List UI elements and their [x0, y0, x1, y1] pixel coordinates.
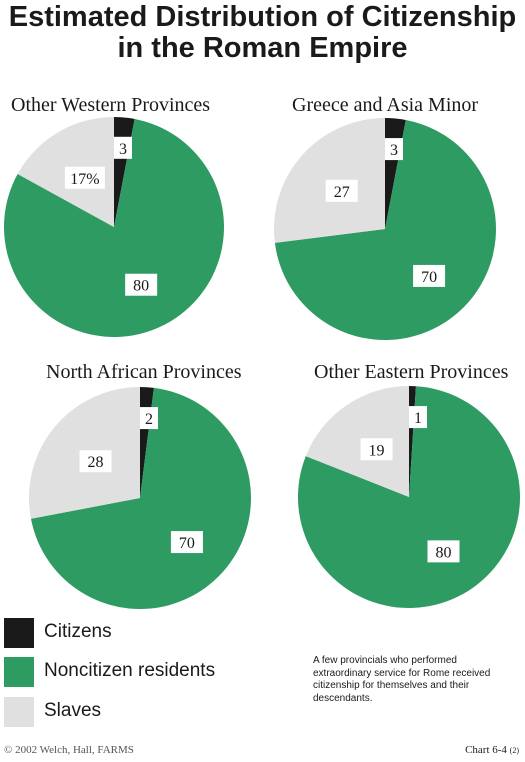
page-title: Estimated Distribution of Citizenship in… — [0, 2, 525, 64]
legend-swatch-noncitizens — [4, 657, 34, 687]
chart-number-label: Chart 6-4 — [465, 744, 507, 756]
data-label-box — [427, 540, 460, 563]
data-label-noncitizens: 70 — [170, 531, 203, 554]
data-label-box — [79, 450, 112, 473]
legend-label-citizens: Citizens — [44, 621, 112, 642]
data-label-slaves: 19 — [360, 438, 393, 461]
data-label-citizens: 3 — [385, 138, 403, 161]
pie-chart-eastern: 1 80 19 — [298, 386, 520, 608]
pie-chart-greece: 3 70 27 — [274, 118, 496, 340]
pie-chart-western: 3 80 17% — [4, 117, 224, 338]
chart-title-north-africa: North African Provinces — [46, 361, 242, 383]
data-label-text: 3 — [119, 141, 127, 158]
data-label-text: 70 — [179, 535, 195, 552]
data-label-box — [325, 179, 358, 202]
data-label-text: 28 — [88, 454, 104, 471]
pie-slice-noncitizens — [4, 118, 224, 338]
data-label-citizens: 1 — [409, 406, 427, 429]
chart-title-greece: Greece and Asia Minor — [292, 94, 479, 116]
data-label-text: 2 — [145, 411, 153, 428]
copyright: © 2002 Welch, Hall, FARMS — [4, 744, 134, 756]
data-label-citizens: 2 — [140, 407, 158, 430]
data-label-text: 70 — [421, 269, 437, 286]
footnote: A few provincials who performed extraord… — [313, 655, 491, 704]
data-label-slaves: 28 — [79, 450, 112, 473]
legend-label-noncitizens: Noncitizen residents — [44, 660, 216, 681]
data-label-box — [413, 264, 446, 287]
data-label-box — [385, 138, 403, 161]
chart-number-suffix: (2) — [509, 746, 519, 755]
data-label-text: 1 — [414, 410, 422, 427]
legend-label-slaves: Slaves — [44, 700, 102, 721]
data-label-text: 80 — [435, 544, 451, 561]
data-label-text: 27 — [334, 184, 350, 201]
chart-title-western: Other Western Provinces — [11, 94, 211, 116]
data-label-box — [409, 406, 427, 429]
data-label-slaves: 17% — [64, 166, 105, 189]
data-label-text: 19 — [369, 442, 385, 459]
pie-chart-north-africa: 2 70 28 — [28, 387, 252, 609]
data-label-text: 3 — [390, 142, 398, 159]
title-line-2: in the Roman Empire — [117, 32, 408, 64]
pie-slice-slaves — [305, 386, 409, 497]
data-label-box — [360, 438, 393, 461]
data-label-box — [140, 407, 158, 430]
data-label-citizens: 3 — [114, 136, 132, 159]
data-label-text: 17% — [70, 171, 99, 188]
data-label-box — [170, 531, 203, 554]
data-label-box — [114, 136, 132, 159]
chart-number: Chart 6-4 (2) — [465, 744, 519, 756]
data-label-box — [64, 166, 105, 189]
pie-slice-noncitizens — [298, 386, 520, 608]
data-label-text: 80 — [133, 278, 149, 295]
data-label-slaves: 27 — [325, 179, 358, 202]
legend-swatch-slaves — [4, 697, 34, 727]
data-label-noncitizens: 80 — [427, 540, 460, 563]
title-line-1: Estimated Distribution of Citizenship — [8, 1, 517, 33]
pie-slice-noncitizens — [30, 387, 252, 609]
data-label-box — [125, 273, 158, 296]
data-label-noncitizens: 70 — [413, 264, 446, 287]
legend-swatch-citizens — [4, 618, 34, 648]
chart-title-eastern: Other Eastern Provinces — [314, 361, 509, 383]
data-label-noncitizens: 80 — [125, 273, 158, 296]
